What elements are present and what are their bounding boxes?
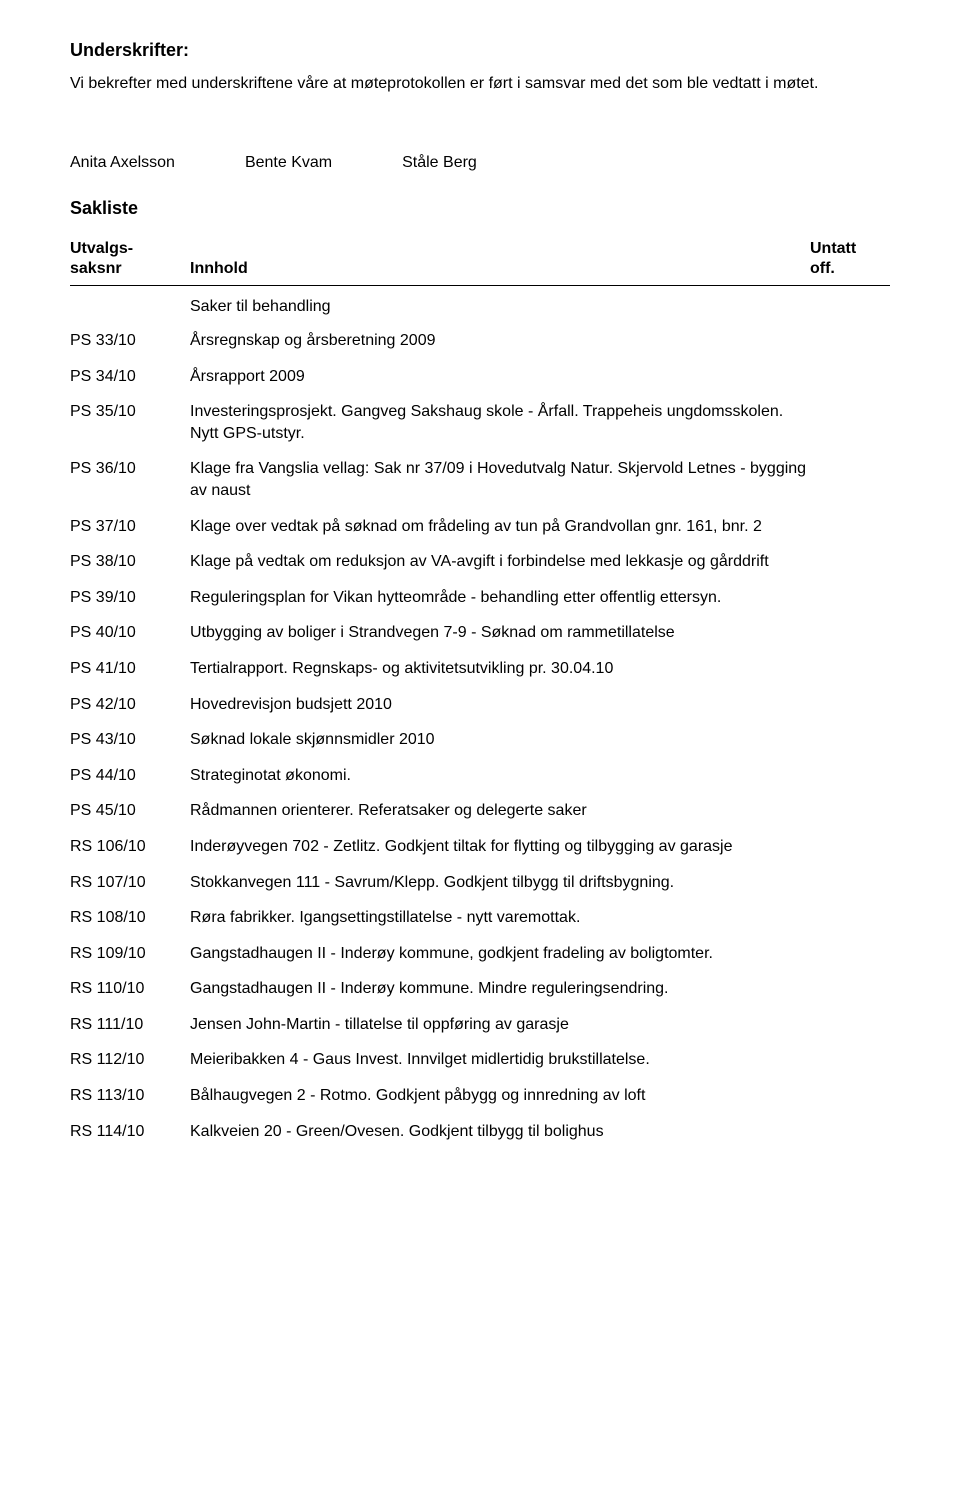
- table-row: RS 114/10Kalkveien 20 - Green/Ovesen. Go…: [70, 1121, 890, 1143]
- table-row: PS 34/10Årsrapport 2009: [70, 366, 890, 388]
- row-code: PS 45/10: [70, 800, 190, 822]
- signature-name: Ståle Berg: [402, 153, 477, 172]
- row-text: Inderøyvegen 702 - Zetlitz. Godkjent til…: [190, 836, 890, 858]
- header-untatt: Untatt: [810, 239, 890, 259]
- table-row: PS 42/10Hovedrevisjon budsjett 2010: [70, 694, 890, 716]
- table-row: RS 109/10Gangstadhaugen II - Inderøy kom…: [70, 943, 890, 965]
- row-text: Tertialrapport. Regnskaps- og aktivitets…: [190, 658, 890, 680]
- table-row: PS 43/10Søknad lokale skjønnsmidler 2010: [70, 729, 890, 751]
- table-row: PS 44/10Strateginotat økonomi.: [70, 765, 890, 787]
- row-text: Årsregnskap og årsberetning 2009: [190, 330, 890, 352]
- table-row: PS 35/10Investeringsprosjekt. Gangveg Sa…: [70, 401, 890, 444]
- table-row: PS 41/10Tertialrapport. Regnskaps- og ak…: [70, 658, 890, 680]
- row-code: PS 44/10: [70, 765, 190, 787]
- table-row: RS 107/10Stokkanvegen 111 - Savrum/Klepp…: [70, 872, 890, 894]
- table-row: PS 36/10Klage fra Vangslia vellag: Sak n…: [70, 458, 890, 501]
- row-code: PS 34/10: [70, 366, 190, 388]
- table-row: PS 45/10Rådmannen orienterer. Referatsak…: [70, 800, 890, 822]
- row-text: Klage fra Vangslia vellag: Sak nr 37/09 …: [190, 458, 890, 501]
- row-text: Gangstadhaugen II - Inderøy kommune, god…: [190, 943, 890, 965]
- row-code: PS 43/10: [70, 729, 190, 751]
- row-code: RS 114/10: [70, 1121, 190, 1143]
- header-off: off.: [810, 259, 890, 279]
- table-row: RS 111/10Jensen John-Martin - tillatelse…: [70, 1014, 890, 1036]
- row-text: Kalkveien 20 - Green/Ovesen. Godkjent ti…: [190, 1121, 890, 1143]
- table-row: PS 33/10Årsregnskap og årsberetning 2009: [70, 330, 890, 352]
- row-code: RS 106/10: [70, 836, 190, 858]
- row-code: PS 37/10: [70, 516, 190, 538]
- row-code: PS 42/10: [70, 694, 190, 716]
- table-header-row: Utvalgs- saksnr Innhold Untatt off.: [70, 239, 890, 286]
- row-text: Årsrapport 2009: [190, 366, 890, 388]
- header-saksnr: saksnr: [70, 259, 190, 279]
- table-row: PS 40/10Utbygging av boliger i Strandveg…: [70, 622, 890, 644]
- row-code: PS 39/10: [70, 587, 190, 609]
- row-text: Meieribakken 4 - Gaus Invest. Innvilget …: [190, 1049, 890, 1071]
- underskrifter-heading: Underskrifter:: [70, 40, 890, 61]
- table-row: PS 39/10Reguleringsplan for Vikan hytteo…: [70, 587, 890, 609]
- table-row: PS 38/10Klage på vedtak om reduksjon av …: [70, 551, 890, 573]
- row-text: Klage på vedtak om reduksjon av VA-avgif…: [190, 551, 890, 573]
- row-code: RS 110/10: [70, 978, 190, 1000]
- table-row: PS 37/10Klage over vedtak på søknad om f…: [70, 516, 890, 538]
- row-text: Røra fabrikker. Igangsettingstillatelse …: [190, 907, 890, 929]
- row-code: PS 36/10: [70, 458, 190, 480]
- row-code: PS 38/10: [70, 551, 190, 573]
- row-code: RS 113/10: [70, 1085, 190, 1107]
- sakliste-heading: Sakliste: [70, 198, 890, 219]
- signature-row: Anita Axelsson Bente Kvam Ståle Berg: [70, 153, 890, 172]
- row-text: Gangstadhaugen II - Inderøy kommune. Min…: [190, 978, 890, 1000]
- rows-container: PS 33/10Årsregnskap og årsberetning 2009…: [70, 330, 890, 1142]
- table-row: RS 113/10Bålhaugvegen 2 - Rotmo. Godkjen…: [70, 1085, 890, 1107]
- row-text: Strateginotat økonomi.: [190, 765, 890, 787]
- intro-text: Vi bekrefter med underskriftene våre at …: [70, 75, 890, 93]
- row-code: PS 40/10: [70, 622, 190, 644]
- row-text: Reguleringsplan for Vikan hytteområde - …: [190, 587, 890, 609]
- row-code: RS 107/10: [70, 872, 190, 894]
- row-text: Jensen John-Martin - tillatelse til oppf…: [190, 1014, 890, 1036]
- row-text: Søknad lokale skjønnsmidler 2010: [190, 729, 890, 751]
- table-row: RS 106/10Inderøyvegen 702 - Zetlitz. God…: [70, 836, 890, 858]
- row-code: RS 112/10: [70, 1049, 190, 1071]
- table-row: RS 108/10Røra fabrikker. Igangsettingsti…: [70, 907, 890, 929]
- row-code: RS 111/10: [70, 1014, 190, 1036]
- signature-name: Anita Axelsson: [70, 153, 175, 172]
- row-code: RS 109/10: [70, 943, 190, 965]
- saker-til-behandling: Saker til behandling: [190, 298, 890, 316]
- header-utvalgs: Utvalgs-: [70, 239, 190, 259]
- table-row: RS 112/10Meieribakken 4 - Gaus Invest. I…: [70, 1049, 890, 1071]
- row-code: PS 35/10: [70, 401, 190, 423]
- table-row: RS 110/10Gangstadhaugen II - Inderøy kom…: [70, 978, 890, 1000]
- row-text: Klage over vedtak på søknad om frådeling…: [190, 516, 890, 538]
- header-innhold: Innhold: [190, 259, 248, 279]
- row-text: Bålhaugvegen 2 - Rotmo. Godkjent påbygg …: [190, 1085, 890, 1107]
- row-code: RS 108/10: [70, 907, 190, 929]
- row-text: Investeringsprosjekt. Gangveg Sakshaug s…: [190, 401, 890, 444]
- signature-name: Bente Kvam: [245, 153, 332, 172]
- row-text: Utbygging av boliger i Strandvegen 7-9 -…: [190, 622, 890, 644]
- document-page: Underskrifter: Vi bekrefter med underskr…: [0, 0, 960, 1507]
- row-text: Stokkanvegen 111 - Savrum/Klepp. Godkjen…: [190, 872, 890, 894]
- row-text: Hovedrevisjon budsjett 2010: [190, 694, 890, 716]
- row-code: PS 33/10: [70, 330, 190, 352]
- row-text: Rådmannen orienterer. Referatsaker og de…: [190, 800, 890, 822]
- row-code: PS 41/10: [70, 658, 190, 680]
